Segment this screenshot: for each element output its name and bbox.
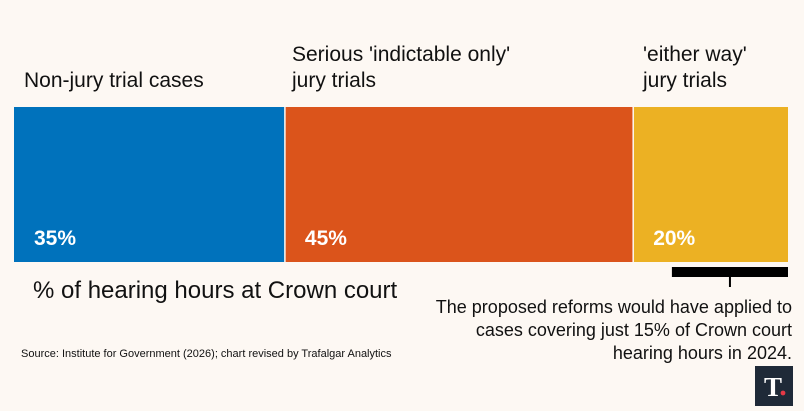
publisher-logo: T — [755, 366, 793, 406]
logo-mark: T — [764, 372, 786, 402]
annotation-text: The proposed reforms would have applied … — [435, 297, 792, 363]
bar-segment-either-way — [633, 107, 788, 262]
value-label-either-way: 20% — [653, 227, 695, 250]
value-label-non-jury: 35% — [34, 227, 76, 250]
category-label-non-jury: Non-jury trial cases — [24, 69, 204, 92]
category-label-indictable-only: Serious 'indictable only' jury trials — [292, 43, 511, 92]
category-label-either-way: 'either way' jury trials — [643, 43, 747, 92]
source-note: Source: Institute for Government (2026);… — [21, 348, 392, 360]
bar-segment-non-jury — [14, 107, 285, 262]
x-axis-label: % of hearing hours at Crown court — [33, 277, 398, 304]
value-label-indictable-only: 45% — [305, 227, 347, 250]
bar-segment-indictable-only — [284, 107, 634, 262]
annotation-bracket — [671, 267, 788, 277]
logo-dot — [780, 390, 786, 396]
logo-letter: T — [764, 372, 782, 402]
